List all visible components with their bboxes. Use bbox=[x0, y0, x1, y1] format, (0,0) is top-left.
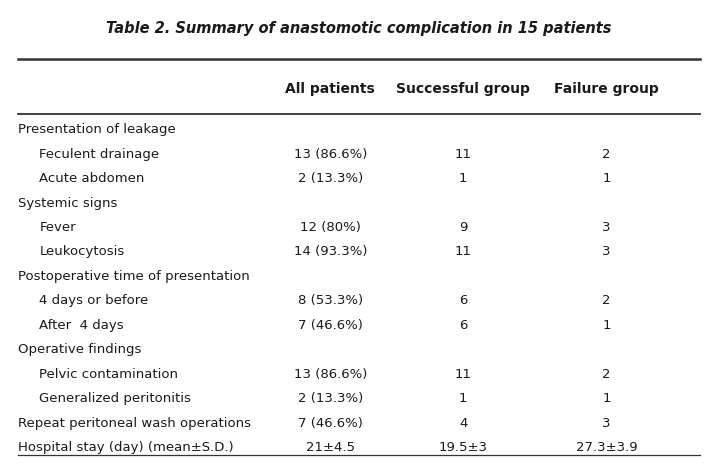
Text: 1: 1 bbox=[459, 172, 467, 185]
Text: 2 (13.3%): 2 (13.3%) bbox=[298, 172, 363, 185]
Text: 7 (46.6%): 7 (46.6%) bbox=[298, 319, 363, 332]
Text: 3: 3 bbox=[602, 416, 611, 430]
Text: 13 (86.6%): 13 (86.6%) bbox=[294, 148, 367, 161]
Text: 19.5±3: 19.5±3 bbox=[439, 441, 488, 454]
Text: 2: 2 bbox=[602, 294, 611, 307]
Text: 11: 11 bbox=[454, 148, 472, 161]
Text: 8 (53.3%): 8 (53.3%) bbox=[298, 294, 363, 307]
Text: 2: 2 bbox=[602, 368, 611, 381]
Text: 14 (93.3%): 14 (93.3%) bbox=[294, 245, 367, 258]
Text: 1: 1 bbox=[602, 392, 611, 405]
Text: 3: 3 bbox=[602, 245, 611, 258]
Text: 11: 11 bbox=[454, 368, 472, 381]
Text: 27.3±3.9: 27.3±3.9 bbox=[576, 441, 638, 454]
Text: 3: 3 bbox=[602, 221, 611, 234]
Text: 2 (13.3%): 2 (13.3%) bbox=[298, 392, 363, 405]
Text: 1: 1 bbox=[602, 172, 611, 185]
Text: Postoperative time of presentation: Postoperative time of presentation bbox=[18, 270, 250, 283]
Text: Operative findings: Operative findings bbox=[18, 343, 141, 356]
Text: Leukocytosis: Leukocytosis bbox=[39, 245, 125, 258]
Text: Systemic signs: Systemic signs bbox=[18, 196, 117, 210]
Text: 1: 1 bbox=[602, 319, 611, 332]
Text: Acute abdomen: Acute abdomen bbox=[39, 172, 145, 185]
Text: Pelvic contamination: Pelvic contamination bbox=[39, 368, 179, 381]
Text: 1: 1 bbox=[459, 392, 467, 405]
Text: After  4 days: After 4 days bbox=[39, 319, 124, 332]
Text: Table 2. Summary of anastomotic complication in 15 patients: Table 2. Summary of anastomotic complica… bbox=[106, 21, 612, 36]
Text: 13 (86.6%): 13 (86.6%) bbox=[294, 368, 367, 381]
Text: 4 days or before: 4 days or before bbox=[39, 294, 149, 307]
Text: Generalized peritonitis: Generalized peritonitis bbox=[39, 392, 192, 405]
Text: 4: 4 bbox=[459, 416, 467, 430]
Text: 12 (80%): 12 (80%) bbox=[300, 221, 360, 234]
Text: 9: 9 bbox=[459, 221, 467, 234]
Text: Successful group: Successful group bbox=[396, 82, 530, 96]
Text: Hospital stay (day) (mean±S.D.): Hospital stay (day) (mean±S.D.) bbox=[18, 441, 233, 454]
Text: 21±4.5: 21±4.5 bbox=[306, 441, 355, 454]
Text: 6: 6 bbox=[459, 319, 467, 332]
Text: All patients: All patients bbox=[286, 82, 376, 96]
Text: Feculent drainage: Feculent drainage bbox=[39, 148, 159, 161]
Text: Repeat peritoneal wash operations: Repeat peritoneal wash operations bbox=[18, 416, 251, 430]
Text: Fever: Fever bbox=[39, 221, 76, 234]
Text: 7 (46.6%): 7 (46.6%) bbox=[298, 416, 363, 430]
Text: 11: 11 bbox=[454, 245, 472, 258]
Text: 6: 6 bbox=[459, 294, 467, 307]
Text: Presentation of leakage: Presentation of leakage bbox=[18, 123, 176, 136]
Text: 2: 2 bbox=[602, 148, 611, 161]
Text: Failure group: Failure group bbox=[554, 82, 659, 96]
